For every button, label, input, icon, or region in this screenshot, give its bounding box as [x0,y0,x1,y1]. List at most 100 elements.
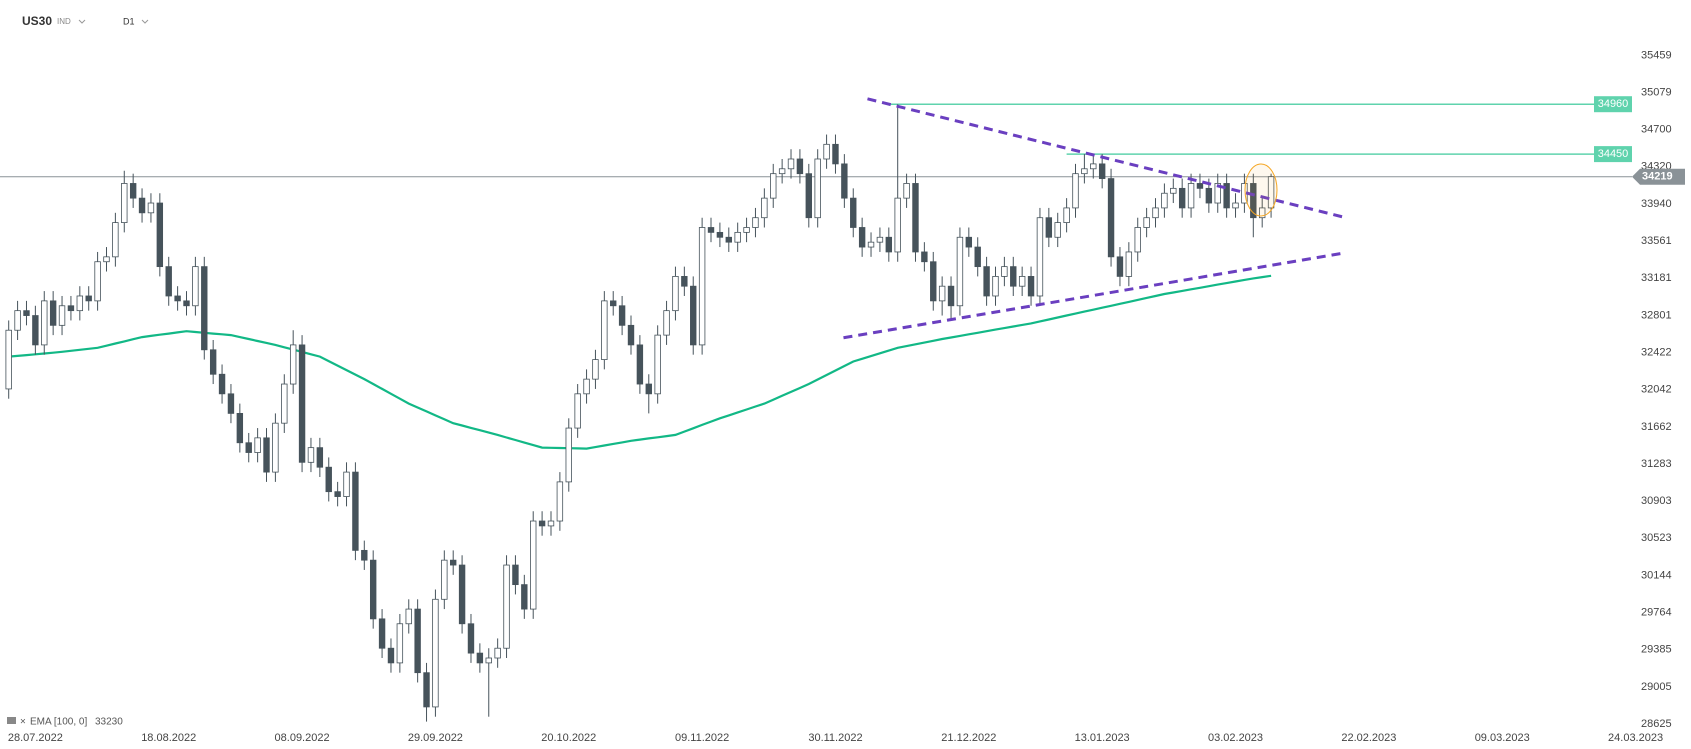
candle-body [921,251,928,263]
legend-close[interactable]: × [20,717,26,728]
y-tick-label: 29005 [1641,681,1672,693]
candle-body [610,300,617,307]
candle-body [85,295,92,302]
candle-body [49,300,57,326]
candle-body [956,236,964,307]
candle-body [138,197,146,214]
candle-body [627,324,635,346]
dropdown-arrow[interactable] [78,19,86,24]
candle-body [1205,187,1213,204]
candle-body [236,412,244,444]
x-tick-label: 03.02.2023 [1208,732,1263,744]
y-tick-label: 30523 [1641,532,1672,544]
market: IND [57,17,71,26]
candle-body [663,310,670,336]
candle-body [272,422,279,473]
candle-body [76,295,84,312]
x-tick-label: 21.12.2022 [941,732,996,744]
candle-body [201,266,208,351]
candle-body [574,393,581,429]
candle-body [476,652,484,664]
candle-body [1054,222,1061,238]
candle-body [716,231,724,238]
candle-body [592,359,599,380]
candle-body [1116,256,1124,277]
trend-line [843,251,1345,340]
y-tick-label: 31662 [1641,421,1672,433]
candle-body [992,276,999,297]
current-price-tag [1632,168,1685,185]
level-label: 34450 [1598,148,1629,160]
candle-body [467,623,475,654]
candle-body [618,305,626,326]
candle-body [449,559,457,566]
candle-body [1045,217,1053,238]
candle-body [752,217,759,228]
candle-body [885,236,893,253]
candle-body [983,266,990,297]
trend-line [867,97,1345,219]
candle-body [725,236,732,243]
candle-body [174,295,181,302]
candle-body [1125,251,1133,277]
highlight-ellipse [1244,163,1278,217]
candle-body [361,549,368,561]
candle-body [32,315,39,346]
candle-body [1187,183,1195,209]
y-tick-label: 35459 [1641,49,1672,61]
candle-body [183,300,190,307]
candle-body [94,261,101,302]
x-tick-label: 08.09.2022 [275,732,330,744]
x-tick-label: 28.07.2022 [8,732,63,744]
y-tick-label: 33181 [1641,272,1672,284]
legend-value: 33230 [95,717,123,728]
timeframe[interactable]: D1 [123,16,135,26]
candle-body [14,310,21,331]
candle-body [512,564,519,586]
level-tag [1594,96,1632,113]
y-tick-label: 30144 [1641,569,1672,581]
candle-body [458,564,466,625]
candle-body [298,344,306,463]
candle-body [1081,168,1088,175]
candle-body [707,227,715,233]
candle-body [832,143,839,165]
candle-body [965,236,973,248]
candle-body [192,266,199,307]
candle-body [352,471,359,551]
candle-body [814,158,821,219]
x-tick-label: 29.09.2022 [408,732,463,744]
candle-body [485,657,492,664]
candle-body [841,163,848,199]
level-tag [1594,146,1632,163]
candle-body [1001,266,1008,277]
candle-body [432,598,439,708]
legend-icon [7,717,16,724]
dropdown-arrow[interactable] [141,19,149,24]
candle-body [209,349,217,375]
candle-body [556,481,564,522]
level-label: 34960 [1598,98,1629,110]
candle-body [974,246,981,268]
candle-body [1027,276,1035,297]
x-tick-label: 24.03.2023 [1608,732,1663,744]
candle-body [601,300,608,360]
candle-body [858,227,866,248]
candle-body [316,447,324,468]
symbol: US30 [22,14,52,28]
candle-body [850,197,857,228]
candle-body [494,647,501,659]
y-tick-label: 30903 [1641,495,1672,507]
candle-body [1063,207,1070,223]
candle-body [378,618,386,649]
candle-body [1223,183,1230,209]
candle-body [343,471,350,497]
candle-body [218,373,226,395]
candle-body [1232,202,1239,209]
candle-body [938,285,946,302]
candle-body [156,202,164,268]
candle-body [58,305,66,326]
y-tick-label: 35079 [1641,86,1672,98]
candle-body [565,427,572,483]
candle-body [23,310,30,316]
